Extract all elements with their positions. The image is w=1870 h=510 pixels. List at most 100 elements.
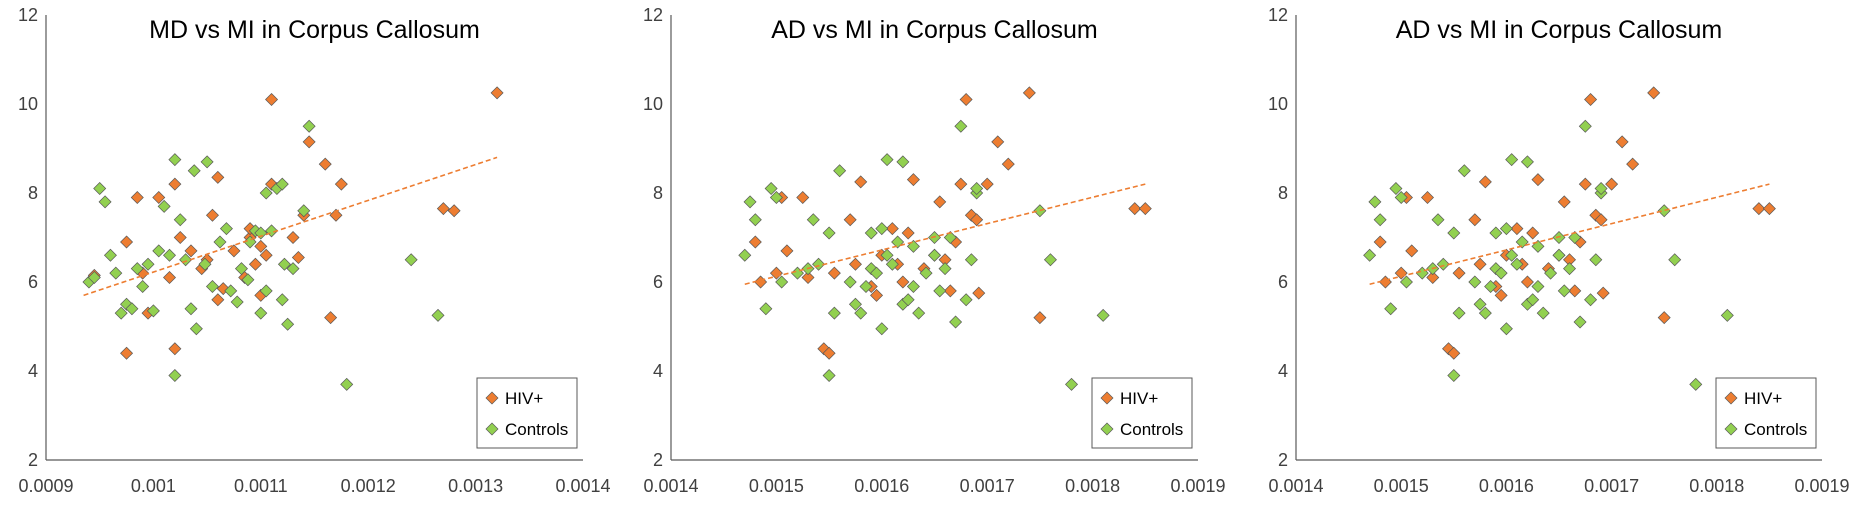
data-point-controls: [1568, 231, 1582, 244]
data-point-controls: [906, 279, 920, 293]
data-point-controls: [959, 293, 973, 307]
y-tick-label: 6: [653, 272, 663, 292]
data-point-controls: [277, 257, 291, 271]
data-point-controls: [224, 284, 238, 298]
data-point-hiv: [302, 135, 316, 149]
data-point-controls: [152, 244, 166, 258]
data-point-controls: [870, 266, 884, 280]
data-point-hiv: [1531, 173, 1545, 187]
y-tick-label: 2: [28, 450, 38, 470]
chart-panel-1: 2 4 6 8 10 12 0.0009 0.001 0.0011 0.0012 0.0013 0.0…: [18, 5, 611, 496]
data-point-hiv: [1478, 175, 1492, 189]
data-point-hiv: [896, 275, 910, 289]
data-point-hiv: [329, 208, 343, 222]
data-point-controls: [919, 266, 933, 280]
data-point-controls: [241, 273, 255, 287]
data-point-controls: [970, 182, 984, 196]
data-point-controls: [827, 306, 841, 320]
data-point-hiv: [970, 213, 984, 227]
data-point-controls: [168, 153, 182, 167]
data-point-controls: [275, 293, 289, 307]
data-point-controls: [1399, 275, 1413, 289]
data-point-hiv: [152, 190, 166, 204]
data-point-controls: [136, 279, 150, 293]
data-point-hiv: [130, 190, 144, 204]
data-point-hiv: [211, 170, 225, 184]
data-point-controls: [1594, 182, 1608, 196]
chart-panel-3: 2 4 6 8 10 12 0.0014 0.0015 0.0016 0.0017 0.0018 0.…: [1268, 5, 1850, 496]
data-point-controls: [1689, 377, 1703, 391]
data-point-hiv: [1626, 157, 1640, 171]
data-point-hiv: [1526, 226, 1540, 240]
data-point-controls: [146, 304, 160, 318]
data-point-controls: [864, 226, 878, 240]
data-point-controls: [1573, 315, 1587, 329]
data-point-controls: [1531, 279, 1545, 293]
data-point-controls: [906, 239, 920, 253]
data-point-controls: [109, 266, 123, 280]
data-point-hiv: [1128, 202, 1142, 216]
data-point-hiv: [168, 177, 182, 191]
data-point-hiv: [943, 284, 957, 298]
data-point-hiv: [286, 231, 300, 244]
data-point-hiv: [796, 190, 810, 204]
data-point-controls: [1489, 226, 1503, 240]
series-hiv: [748, 86, 1152, 360]
data-point-hiv: [254, 239, 268, 253]
data-point-controls: [98, 195, 112, 209]
data-point-controls: [1368, 195, 1382, 209]
data-point-controls: [114, 306, 128, 320]
legend-marker-controls: [1100, 422, 1114, 436]
data-point-hiv: [1578, 177, 1592, 191]
data-point-controls: [1557, 284, 1571, 298]
legend-marker-hiv: [485, 391, 499, 405]
data-point-hiv: [1557, 195, 1571, 209]
data-point-controls: [213, 235, 227, 249]
data-point-controls: [168, 368, 182, 382]
data-point-controls: [1447, 226, 1461, 240]
data-point-controls: [738, 248, 752, 262]
data-point-controls: [340, 377, 354, 391]
y-tick-label: 8: [1278, 183, 1288, 203]
data-point-hiv: [1468, 213, 1482, 227]
data-point-controls: [1584, 293, 1598, 307]
data-point-hiv: [1373, 235, 1387, 249]
data-point-hiv: [972, 286, 986, 300]
legend-label-hiv: HIV+: [1120, 389, 1158, 408]
data-point-hiv: [1452, 266, 1466, 280]
data-point-hiv: [1033, 311, 1047, 325]
data-point-hiv: [854, 175, 868, 189]
data-point-controls: [302, 119, 316, 133]
data-point-controls: [157, 199, 171, 213]
y-tick-label: 10: [18, 94, 38, 114]
data-point-hiv: [211, 293, 225, 307]
data-point-controls: [1431, 213, 1445, 227]
data-point-controls: [875, 322, 889, 336]
data-point-controls: [125, 302, 139, 316]
legend-label-hiv: HIV+: [1744, 389, 1782, 408]
data-point-controls: [1065, 377, 1079, 391]
trendline: [1369, 183, 1770, 286]
data-point-controls: [943, 231, 957, 244]
data-point-controls: [822, 226, 836, 240]
legend: HIV+ Controls: [1715, 377, 1817, 449]
data-point-hiv: [184, 244, 198, 258]
data-point-controls: [1505, 248, 1519, 262]
data-point-hiv: [1426, 271, 1440, 285]
y-tick-label: 4: [653, 361, 663, 381]
legend-box: [1091, 377, 1193, 449]
data-point-hiv: [120, 346, 134, 360]
data-point-controls: [1478, 306, 1492, 320]
data-point-controls: [141, 257, 155, 271]
data-point-controls: [833, 164, 847, 178]
data-point-hiv: [1657, 311, 1671, 325]
data-point-controls: [764, 182, 778, 196]
y-tick-label: 2: [1278, 450, 1288, 470]
data-point-controls: [843, 275, 857, 289]
x-tick-label: 0.0018: [1689, 476, 1744, 496]
x-tick-label: 0.0015: [749, 476, 804, 496]
data-point-hiv: [780, 244, 794, 258]
y-tick-label: 8: [28, 183, 38, 203]
data-point-hiv: [318, 157, 332, 171]
data-point-controls: [404, 253, 418, 267]
